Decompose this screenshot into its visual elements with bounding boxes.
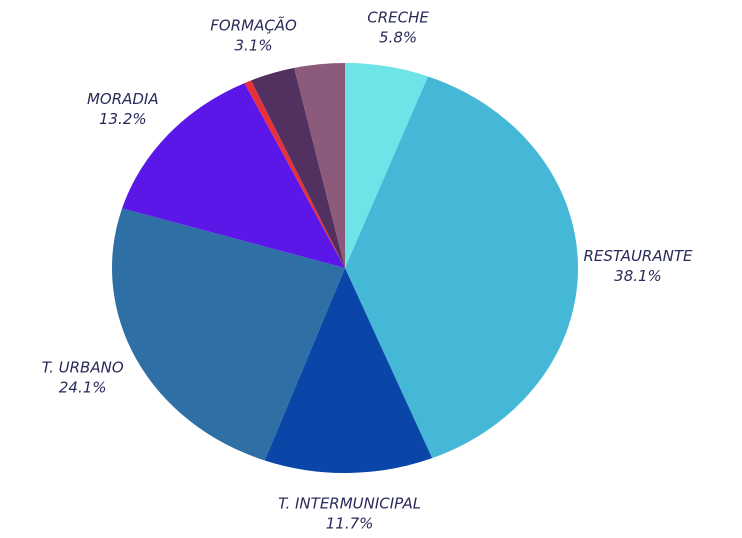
- slice-label: T. URBANO: [42, 359, 124, 377]
- slice-label: MORADIA: [87, 90, 159, 108]
- slice-value: 24.1%: [59, 379, 107, 397]
- slice-label: RESTAURANTE: [583, 247, 693, 265]
- slice-value: 38.1%: [614, 267, 662, 285]
- slice-value: 11.7%: [326, 514, 374, 532]
- pie-slice: [345, 63, 429, 268]
- slice-value: 5.8%: [379, 29, 417, 47]
- pie-slice: [111, 208, 345, 461]
- pie-slice: [122, 83, 345, 269]
- slice-label: T. INTERMUNICIPAL: [278, 494, 421, 512]
- slice-value: 3.1%: [235, 37, 273, 55]
- pie-slice: [251, 67, 345, 268]
- pie-slice: [264, 268, 433, 473]
- pie-slice: [244, 80, 345, 269]
- pie-slice: [345, 76, 578, 459]
- slice-label: FORMAÇÃO: [210, 16, 297, 35]
- slice-value: 13.2%: [99, 110, 147, 128]
- slice-label: CRECHE: [367, 9, 429, 27]
- pie-slice: [294, 63, 345, 268]
